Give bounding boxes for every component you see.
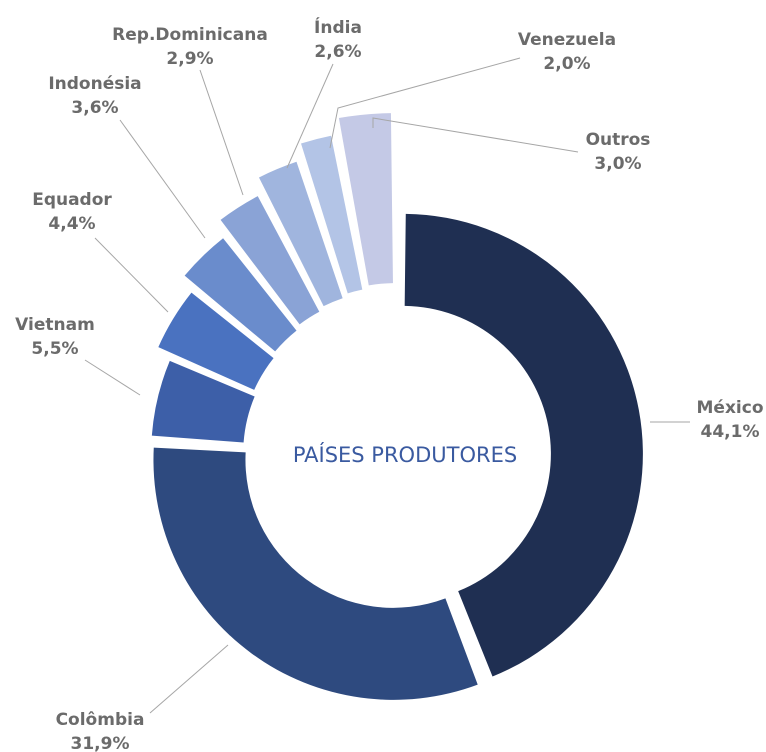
donut-slice (220, 196, 320, 325)
slice-label: Equador (32, 190, 112, 210)
slice-label: Outros (586, 130, 651, 150)
slice-label: Vietnam (15, 315, 95, 335)
donut-slice (404, 213, 643, 677)
slice-label: Colômbia (56, 710, 145, 730)
slice-label: Rep.Dominicana (112, 25, 268, 45)
leader-line (286, 63, 334, 169)
slice-label: Índia (314, 16, 362, 38)
leader-line (372, 117, 579, 153)
slice-value-label: 44,1% (701, 422, 760, 442)
slice-label: Venezuela (518, 30, 616, 50)
slice-value-label: 4,4% (48, 214, 95, 234)
slice-value-label: 31,9% (71, 734, 130, 752)
center-label: PAÍSES PRODUTORES (293, 442, 517, 467)
slice-value-label: 5,5% (31, 339, 78, 359)
donut-slice (258, 161, 343, 307)
donut-slice (338, 113, 393, 286)
donut-slice (301, 135, 363, 294)
slice-value-label: 3,6% (71, 98, 118, 118)
donut-slice (153, 447, 478, 700)
leader-line (119, 119, 206, 239)
leader-line (149, 644, 229, 714)
slice-value-label: 2,6% (314, 42, 361, 62)
donut-slice (158, 292, 274, 390)
slice-value-label: 3,0% (594, 154, 641, 174)
donut-slice (184, 238, 297, 352)
donut-slice (151, 360, 255, 443)
leader-line (199, 69, 244, 196)
slice-label: México (697, 398, 764, 418)
leader-line (94, 237, 169, 313)
leader-line (329, 57, 521, 149)
slice-label: Indonésia (48, 74, 141, 94)
slice-value-label: 2,0% (543, 54, 590, 74)
slice-value-label: 2,9% (166, 49, 213, 69)
leader-line (84, 359, 141, 396)
